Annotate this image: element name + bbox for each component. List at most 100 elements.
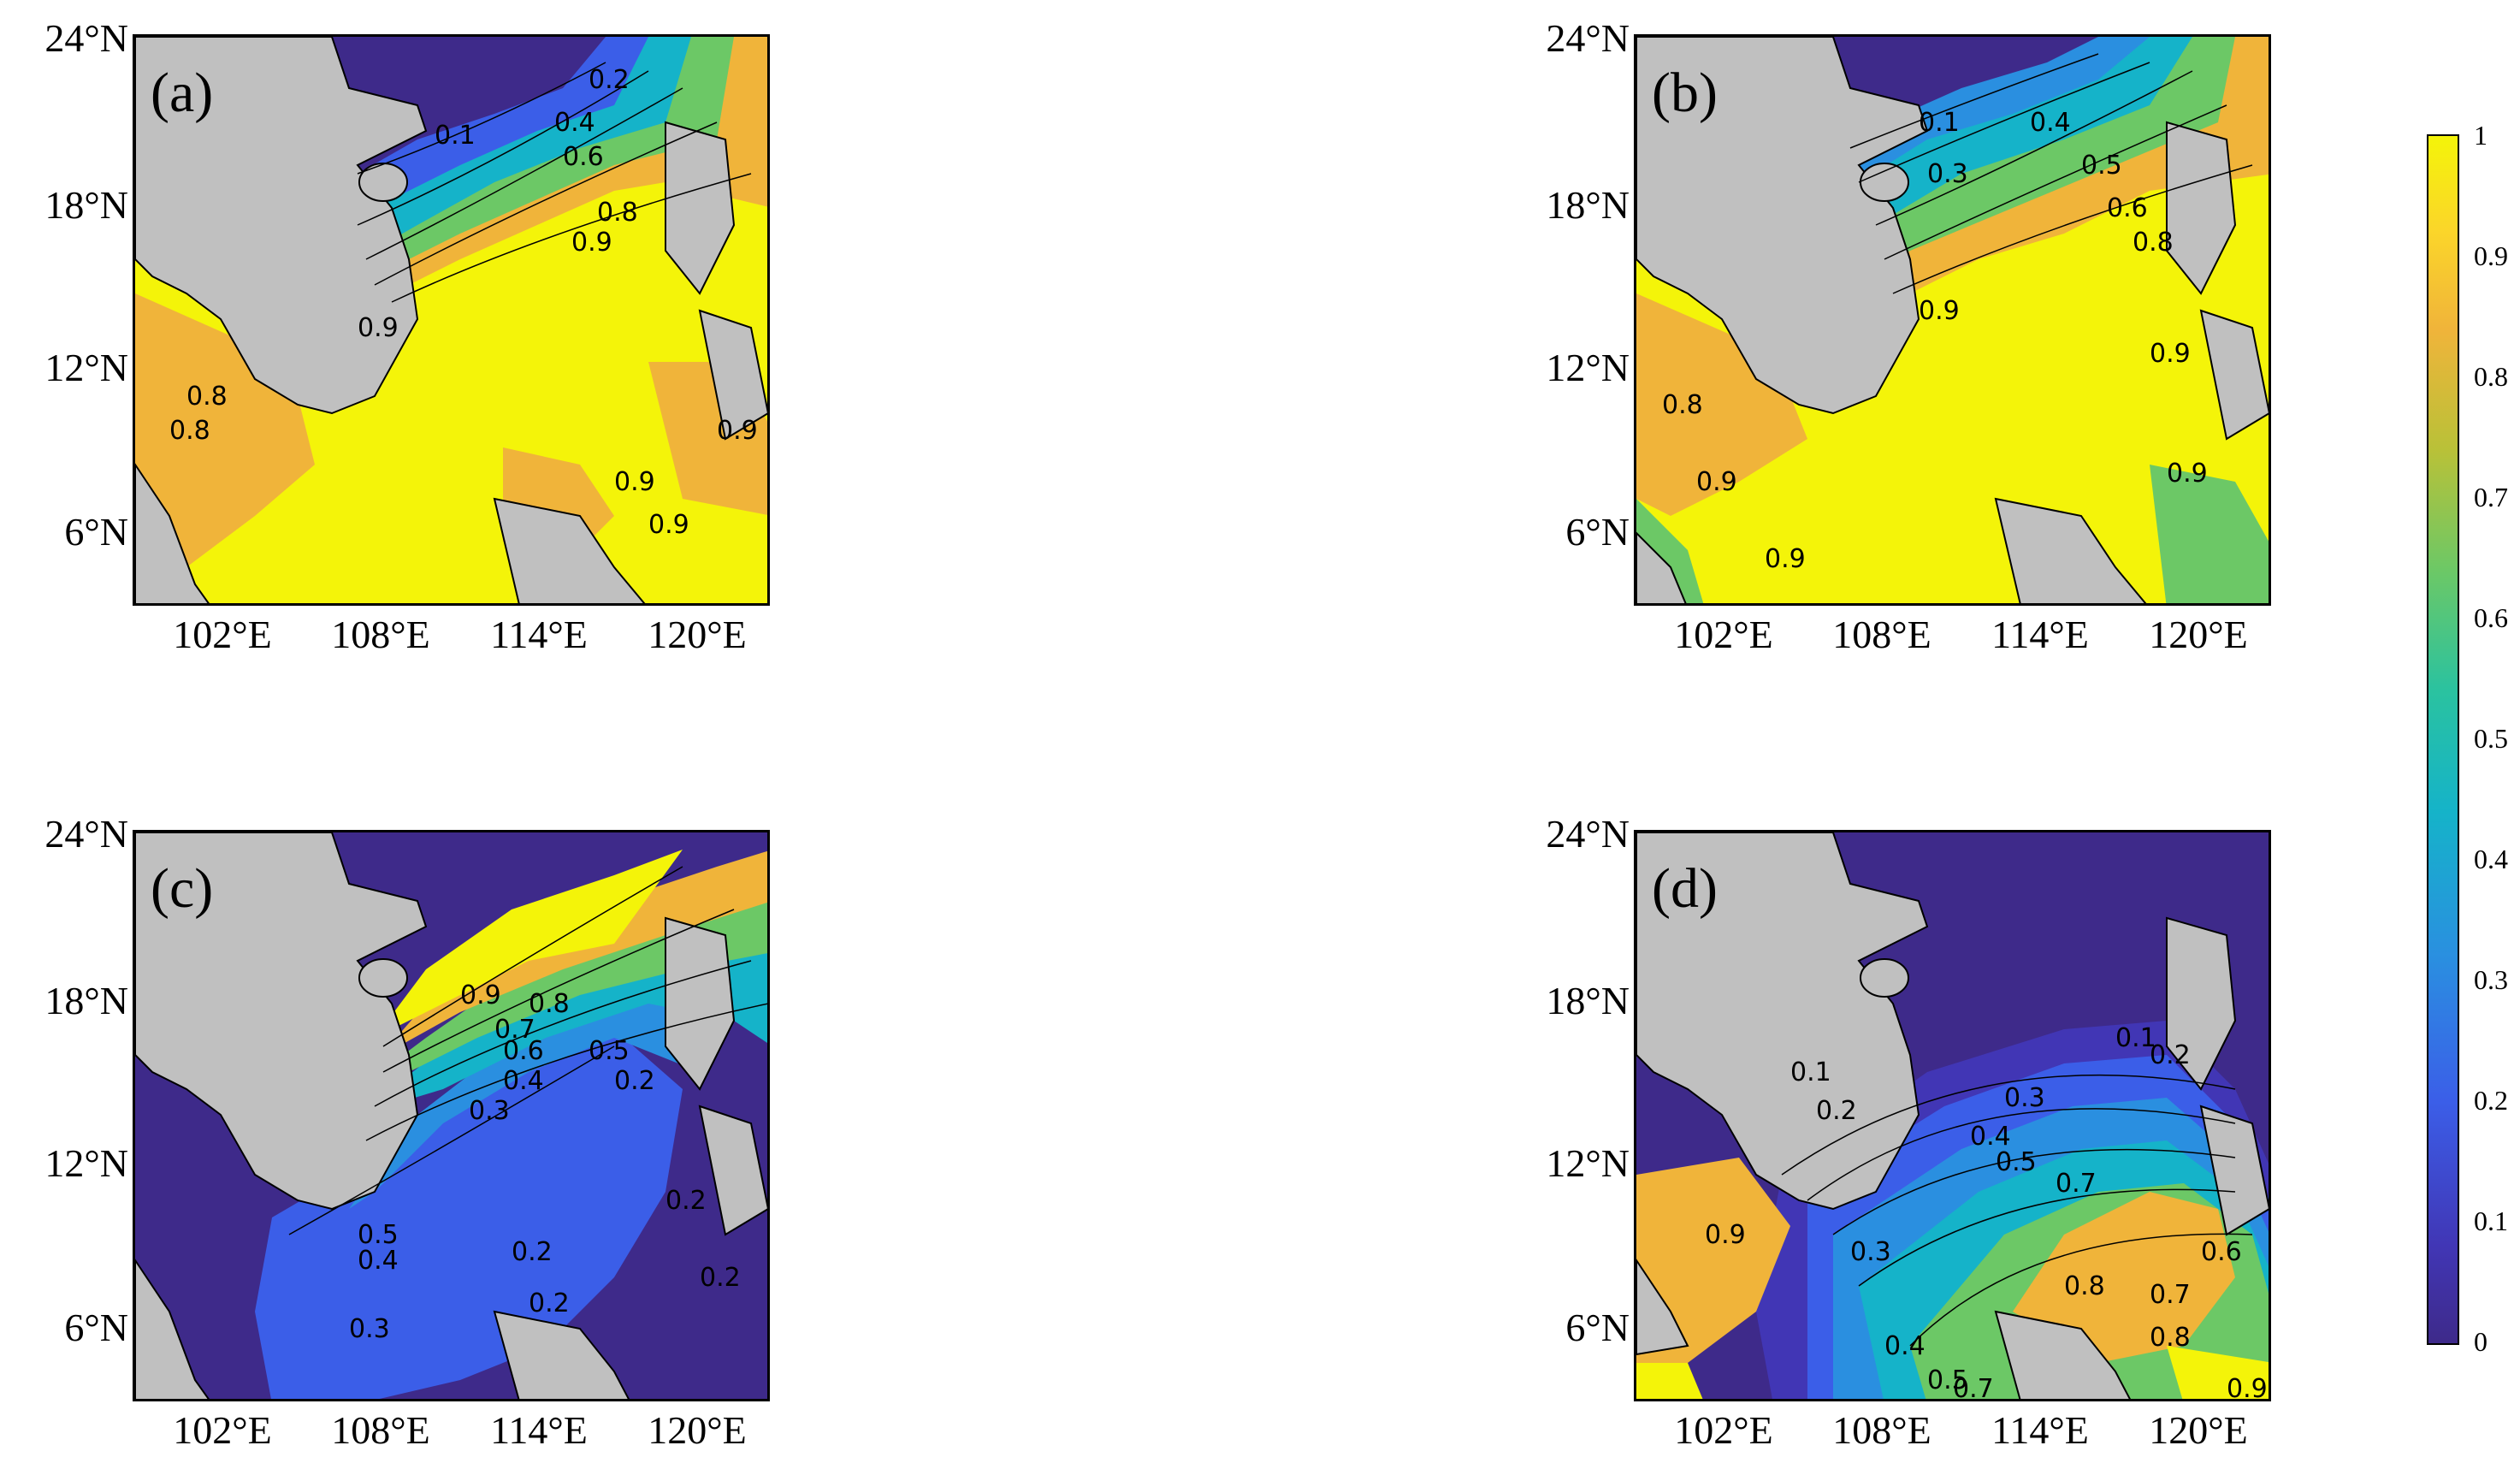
contour-label: 0.1 xyxy=(1919,108,1960,138)
colorbar xyxy=(2427,134,2459,1345)
contour-label: 0.8 xyxy=(2150,1323,2191,1353)
contour-label: 0.7 xyxy=(2056,1169,2097,1199)
colorbar-tick: 0.8 xyxy=(2474,361,2508,392)
contour-label: 0.2 xyxy=(614,1066,655,1096)
contour-label: 0.9 xyxy=(1765,544,1806,574)
contour-label: 0.2 xyxy=(589,65,630,95)
contour-label: 0.4 xyxy=(503,1066,544,1096)
contour-label: 0.4 xyxy=(358,1246,399,1276)
contour-label: 0.2 xyxy=(529,1288,570,1318)
lon-label: 102°E xyxy=(1674,1408,1773,1452)
contour-label: 0.9 xyxy=(460,980,501,1010)
contour-label: 0.4 xyxy=(2030,108,2071,138)
lat-label: 24°N xyxy=(44,812,128,856)
lon-label: 102°E xyxy=(173,613,272,656)
contour-label: 0.8 xyxy=(2133,228,2174,258)
contour-label: 0.5 xyxy=(358,1220,399,1250)
colorbar-tick: 0.7 xyxy=(2474,482,2508,512)
contour-label: 0.8 xyxy=(1662,390,1703,420)
lat-label: 12°N xyxy=(1546,346,1630,389)
contour-label: 0.9 xyxy=(717,416,758,446)
contour-label: 0.6 xyxy=(563,142,604,172)
colorbar-tick: 0.2 xyxy=(2474,1085,2508,1116)
contour-label: 0.2 xyxy=(1816,1096,1857,1126)
lon-label: 108°E xyxy=(1832,613,1931,656)
lat-label: 18°N xyxy=(1546,979,1630,1022)
contour-label: 0.6 xyxy=(2107,193,2148,223)
map-a-svg: 0.2 0.1 0.4 0.6 0.8 0.9 0.9 0.8 0.8 0.9 … xyxy=(135,37,767,603)
contour-label: 0.3 xyxy=(349,1314,390,1344)
lon-label: 108°E xyxy=(1832,1408,1931,1452)
map-panel-d: 0.1 0.2 0.1 0.2 0.3 0.4 0.5 0.7 0.8 0.6 … xyxy=(1634,830,2271,1401)
lon-label: 102°E xyxy=(173,1408,272,1452)
panel-label: (a) xyxy=(151,62,214,124)
contour-label: 0.6 xyxy=(503,1036,544,1066)
lat-label: 12°N xyxy=(44,346,128,389)
lat-label: 18°N xyxy=(44,979,128,1022)
lat-label: 6°N xyxy=(1565,510,1630,554)
contour-label: 0.8 xyxy=(597,198,638,228)
lon-label: 102°E xyxy=(1674,613,1773,656)
contour-label: 0.4 xyxy=(554,108,595,138)
colorbar-tick: 0.9 xyxy=(2474,240,2508,271)
lat-label: 24°N xyxy=(1546,16,1630,60)
panel-label: (c) xyxy=(151,857,214,920)
contour-label: 0.7 xyxy=(1953,1374,1994,1401)
lon-label: 108°E xyxy=(331,613,430,656)
lat-label: 6°N xyxy=(1565,1306,1630,1349)
panel-label: (b) xyxy=(1652,62,1718,124)
lat-label: 6°N xyxy=(64,510,128,554)
colorbar-tick: 0.6 xyxy=(2474,602,2508,633)
lat-label: 12°N xyxy=(1546,1141,1630,1185)
lon-label: 120°E xyxy=(2149,613,2248,656)
lat-label: 12°N xyxy=(44,1141,128,1185)
map-b-svg: 0.1 0.4 0.3 0.5 0.6 0.8 0.9 0.9 0.8 0.9 … xyxy=(1636,37,2269,603)
contour-label: 0.7 xyxy=(2150,1280,2191,1310)
contour-label: 0.9 xyxy=(358,313,399,343)
lon-label: 108°E xyxy=(331,1408,430,1452)
contour-label: 0.9 xyxy=(571,228,612,258)
colorbar-tick: 0.3 xyxy=(2474,964,2508,995)
lon-label: 114°E xyxy=(490,1408,588,1452)
contour-label: 0.5 xyxy=(1996,1147,2037,1177)
contour-label: 0.1 xyxy=(435,121,476,151)
contour-label: 0.3 xyxy=(469,1096,510,1126)
lat-label: 24°N xyxy=(44,16,128,60)
contour-label: 0.8 xyxy=(529,989,570,1019)
lat-label: 18°N xyxy=(1546,183,1630,227)
map-d-svg: 0.1 0.2 0.1 0.2 0.3 0.4 0.5 0.7 0.8 0.6 … xyxy=(1636,832,2269,1401)
contour-label: 0.9 xyxy=(1919,296,1960,326)
contour-label: 0.4 xyxy=(1970,1122,2011,1152)
map-panel-b: 0.1 0.4 0.3 0.5 0.6 0.8 0.9 0.9 0.8 0.9 … xyxy=(1634,34,2271,606)
contour-label: 0.9 xyxy=(2227,1374,2268,1401)
lon-label: 120°E xyxy=(2149,1408,2248,1452)
contour-label: 0.3 xyxy=(1850,1237,1891,1267)
contour-label: 0.5 xyxy=(1927,1365,1968,1395)
contour-label: 0.8 xyxy=(2064,1271,2105,1301)
lat-label: 24°N xyxy=(1546,812,1630,856)
contour-label: 0.9 xyxy=(614,467,655,497)
contour-label: 0.2 xyxy=(665,1186,707,1216)
contour-label: 0.9 xyxy=(648,510,689,540)
contour-label: 0.4 xyxy=(1884,1331,1925,1361)
colorbar-tick: 0.4 xyxy=(2474,844,2508,874)
map-panel-c: 0.9 0.8 0.7 0.6 0.5 0.4 0.3 0.2 0.5 0.4 … xyxy=(133,830,770,1401)
contour-label: 0.1 xyxy=(2115,1023,2156,1053)
contour-label: 0.9 xyxy=(2150,339,2191,369)
contour-label: 0.2 xyxy=(2150,1040,2191,1070)
colorbar-tick: 0.5 xyxy=(2474,723,2508,754)
contour-label: 0.8 xyxy=(186,382,228,412)
contour-label: 0.7 xyxy=(494,1015,535,1045)
lon-label: 114°E xyxy=(1991,1408,2089,1452)
lon-label: 114°E xyxy=(1991,613,2089,656)
contour-label: 0.9 xyxy=(2167,459,2208,489)
contour-label: 0.5 xyxy=(589,1036,630,1066)
lon-label: 114°E xyxy=(490,613,588,656)
contour-label: 0.2 xyxy=(512,1237,553,1267)
contour-label: 0.8 xyxy=(169,416,210,446)
contour-label: 0.5 xyxy=(2081,151,2122,181)
map-panel-a: 0.2 0.1 0.4 0.6 0.8 0.9 0.9 0.8 0.8 0.9 … xyxy=(133,34,770,606)
contour-label: 0.2 xyxy=(700,1263,741,1293)
contour-label: 0.1 xyxy=(1790,1057,1831,1087)
